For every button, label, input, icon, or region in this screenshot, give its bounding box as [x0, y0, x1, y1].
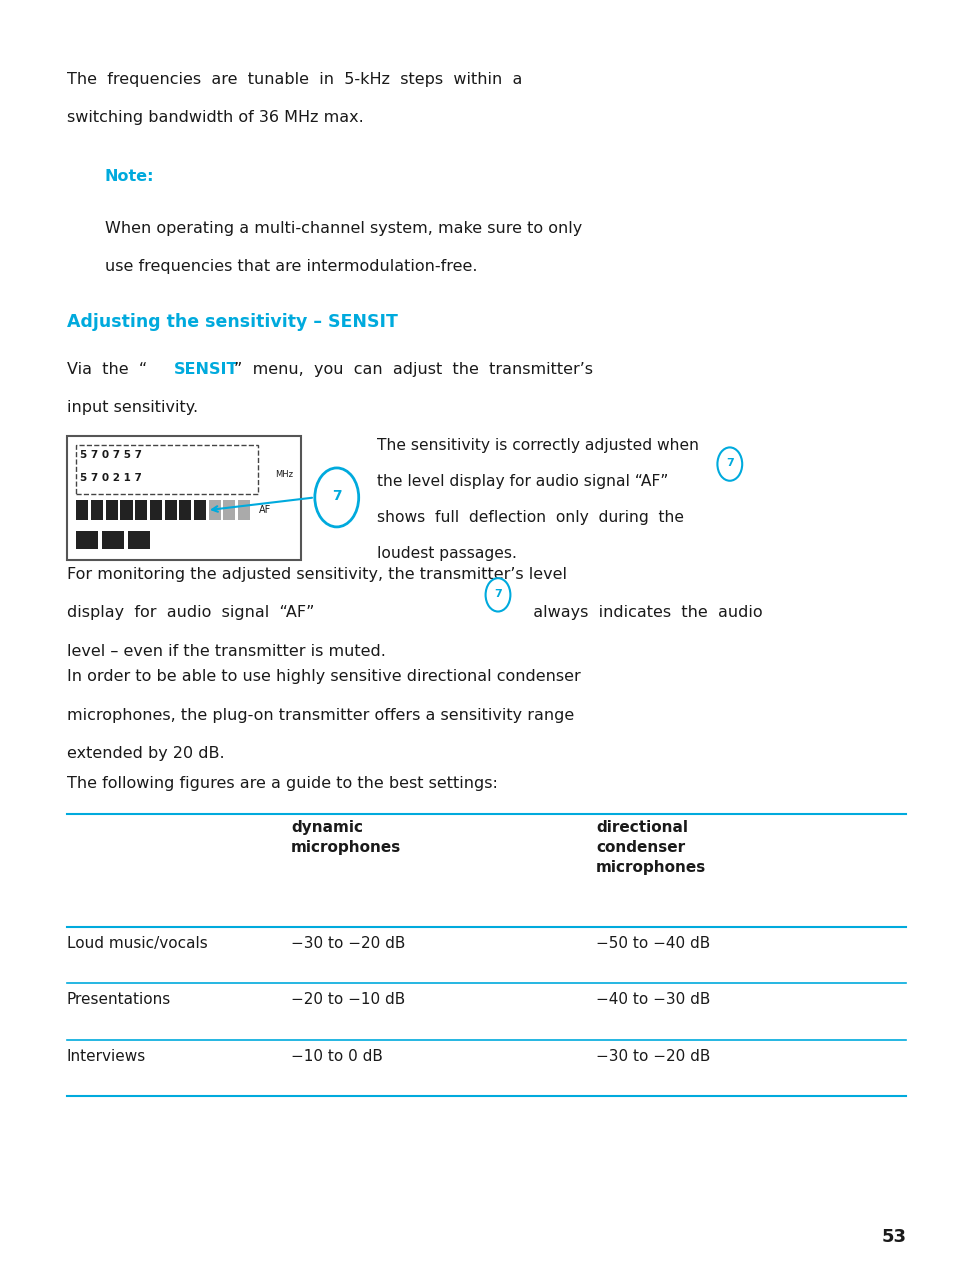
Text: input sensitivity.: input sensitivity.	[67, 400, 197, 415]
Text: dynamic
microphones: dynamic microphones	[291, 820, 401, 855]
Bar	[179, 500, 192, 520]
Text: display  for  audio  signal  “AF”: display for audio signal “AF”	[67, 605, 314, 620]
Text: Adjusting the sensitivity – SENSIT: Adjusting the sensitivity – SENSIT	[67, 313, 397, 331]
Text: Interviews: Interviews	[67, 1049, 146, 1064]
Text: directional
condenser
microphones: directional condenser microphones	[596, 820, 706, 876]
Bar	[135, 500, 147, 520]
Text: the level display for audio signal “AF”: the level display for audio signal “AF”	[376, 474, 667, 490]
Text: switching bandwidth of 36 MHz max.: switching bandwidth of 36 MHz max.	[67, 110, 363, 126]
Text: −10 to 0 dB: −10 to 0 dB	[291, 1049, 382, 1064]
Text: MHz: MHz	[274, 470, 293, 479]
Text: 7: 7	[332, 490, 341, 503]
Bar	[120, 500, 132, 520]
Bar	[67, 436, 300, 560]
Text: −30 to −20 dB: −30 to −20 dB	[291, 936, 405, 951]
Text: 7: 7	[725, 458, 733, 468]
Text: 53: 53	[881, 1228, 905, 1246]
Text: −30 to −20 dB: −30 to −20 dB	[596, 1049, 710, 1064]
Text: microphones, the plug-on transmitter offers a sensitivity range: microphones, the plug-on transmitter off…	[67, 708, 574, 723]
Text: The  frequencies  are  tunable  in  5-kHz  steps  within  a: The frequencies are tunable in 5-kHz ste…	[67, 72, 521, 87]
Bar	[209, 500, 220, 520]
Bar	[128, 531, 150, 549]
Bar	[76, 500, 89, 520]
Text: Presentations: Presentations	[67, 992, 171, 1008]
Text: −20 to −10 dB: −20 to −10 dB	[291, 992, 405, 1008]
Text: −50 to −40 dB: −50 to −40 dB	[596, 936, 710, 951]
Text: Via  the  “: Via the “	[67, 362, 147, 377]
Bar	[91, 500, 103, 520]
Bar	[106, 500, 117, 520]
Text: In order to be able to use highly sensitive directional condenser: In order to be able to use highly sensit…	[67, 669, 580, 685]
Text: always  indicates  the  audio: always indicates the audio	[522, 605, 761, 620]
Text: 7: 7	[494, 588, 501, 599]
Text: When operating a multi-channel system, make sure to only: When operating a multi-channel system, m…	[105, 221, 581, 236]
Text: For monitoring the adjusted sensitivity, the transmitter’s level: For monitoring the adjusted sensitivity,…	[67, 567, 566, 582]
Text: Note:: Note:	[105, 169, 154, 185]
Bar	[193, 500, 206, 520]
Bar	[238, 500, 250, 520]
Text: Loud music/vocals: Loud music/vocals	[67, 936, 208, 951]
Text: 5 7 0 7 5 7: 5 7 0 7 5 7	[80, 450, 142, 460]
Text: SENSIT: SENSIT	[173, 362, 238, 377]
Text: loudest passages.: loudest passages.	[376, 546, 517, 562]
Text: use frequencies that are intermodulation-free.: use frequencies that are intermodulation…	[105, 259, 476, 274]
Text: AF: AF	[258, 505, 271, 515]
Bar	[76, 531, 98, 549]
Bar	[150, 500, 162, 520]
Bar	[102, 531, 124, 549]
Text: extended by 20 dB.: extended by 20 dB.	[67, 746, 224, 762]
Bar	[164, 500, 176, 520]
Text: shows  full  deflection  only  during  the: shows full deflection only during the	[376, 510, 683, 526]
Text: The sensitivity is correctly adjusted when: The sensitivity is correctly adjusted wh…	[376, 438, 699, 454]
Text: level – even if the transmitter is muted.: level – even if the transmitter is muted…	[67, 644, 385, 659]
Text: ”  menu,  you  can  adjust  the  transmitter’s: ” menu, you can adjust the transmitter’s	[233, 362, 592, 377]
Text: −40 to −30 dB: −40 to −30 dB	[596, 992, 710, 1008]
Text: 5 7 0 2 1 7: 5 7 0 2 1 7	[80, 473, 142, 483]
Bar	[223, 500, 235, 520]
Bar	[76, 445, 257, 494]
Text: The following figures are a guide to the best settings:: The following figures are a guide to the…	[67, 776, 497, 791]
